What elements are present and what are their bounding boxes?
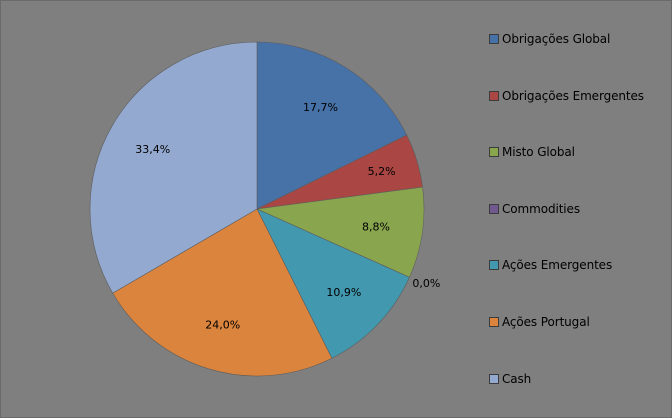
data-label-misto-global: 8,8%	[362, 220, 390, 233]
data-label-cash: 33,4%	[135, 143, 170, 156]
legend-item-obrigacoes-global: Obrigações Global	[489, 31, 610, 47]
legend-label: Commodities	[502, 201, 580, 216]
pie-slice-acoes-emergentes	[256, 208, 410, 359]
data-label-obrigacoes-global: 17,7%	[303, 101, 338, 114]
legend-swatch	[489, 90, 499, 101]
legend-swatch	[489, 260, 499, 271]
legend-label: Cash	[502, 371, 532, 386]
legend-swatch	[489, 203, 499, 214]
legend-item-misto-global: Misto Global	[489, 144, 575, 160]
data-label-obrigacoes-emergentes: 5,2%	[368, 165, 396, 178]
legend-item-acoes-emergentes: Ações Emergentes	[489, 257, 612, 273]
legend-swatch	[489, 317, 499, 327]
pie-slice-obrigacoes-global	[256, 41, 408, 210]
pie-slice-acoes-portugal	[112, 208, 333, 377]
legend-label: Ações Emergentes	[502, 258, 613, 273]
legend-label: Misto Global	[502, 145, 575, 160]
legend-label: Obrigações Global	[502, 32, 611, 46]
data-label-commodities: 0,0%	[412, 277, 440, 290]
pie-slice-misto-global	[255, 186, 425, 278]
legend-item-cash: Cash	[489, 371, 531, 387]
data-label-acoes-emergentes: 10,9%	[326, 286, 361, 299]
legend-swatch	[489, 34, 499, 44]
data-label-acoes-portugal: 24,0%	[205, 318, 240, 331]
legend-label: Obrigações Emergentes	[502, 88, 644, 103]
legend-swatch	[489, 147, 499, 158]
legend-swatch	[489, 373, 499, 384]
legend-item-obrigacoes-emergentes: Obrigações Emergentes	[489, 88, 644, 104]
legend-item-commodities: Commodities	[489, 201, 580, 217]
legend-item-acoes-portugal: Ações Portugal	[489, 314, 590, 330]
pie-chart: 17,7% 5,2% 8,8% 0,0% 10,9% 24,0% 33,4%	[89, 41, 440, 377]
legend-label: Ações Portugal	[502, 315, 590, 329]
pie-slice-cash	[89, 41, 258, 294]
